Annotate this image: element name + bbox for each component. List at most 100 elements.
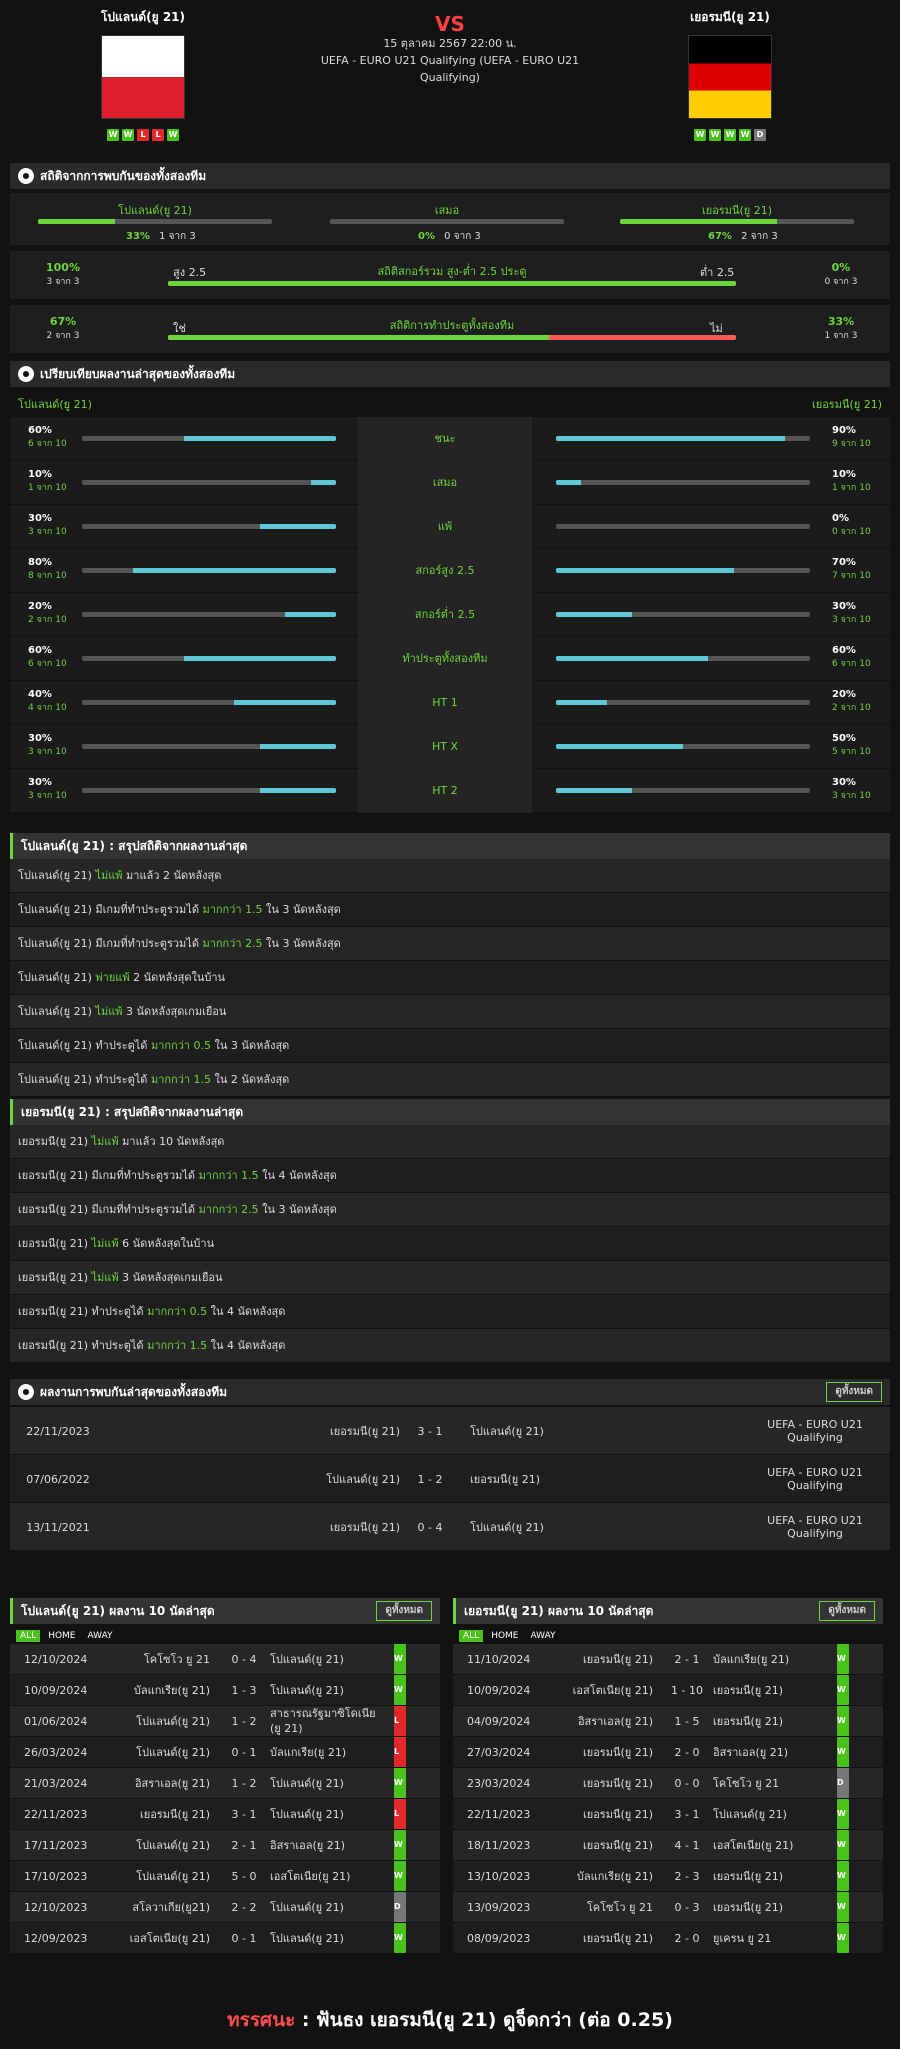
match-home: เอสโตเนีย(ยู 21): [572, 1684, 653, 1697]
away-bar-fill: [556, 568, 734, 573]
h2h-stats-header: สถิติจากการพบกันของทั้งสองทีม: [10, 163, 890, 189]
summary-highlight: ไม่แพ้: [91, 1135, 119, 1148]
compare-label: สกอร์ต่ำ 2.5: [358, 593, 532, 637]
away-count: 5 จาก 10: [832, 747, 871, 757]
compare-home-value: 10% 1 จาก 10: [28, 469, 68, 494]
away-pct: 50%: [832, 733, 856, 744]
compare-label: HT X: [358, 725, 532, 769]
tab-away[interactable]: AWAY: [87, 1631, 113, 1641]
last-match-row[interactable]: 12/09/2023 เอสโตเนีย(ยู 21) 0 - 1 โปแลนด์(ย…: [10, 1923, 440, 1954]
away-tabs: ALL HOME AWAY: [453, 1628, 883, 1644]
match-away: โปแลนด์(ยู 21): [470, 1425, 544, 1438]
away-count: 3 จาก 10: [832, 615, 871, 625]
home-bar: [82, 700, 336, 705]
home-pct: 20%: [28, 601, 52, 612]
home-bar-fill: [183, 656, 336, 661]
last-match-row[interactable]: 23/03/2024 เยอรมนี(ยู 21) 0 - 0 โคโซโว ยู 2…: [453, 1768, 883, 1799]
away-pct: 10%: [832, 469, 856, 480]
match-date: 22/11/2023: [467, 1807, 531, 1821]
compare-away-value: 30% 3 จาก 10: [832, 601, 882, 626]
compare-row: 80% 8 จาก 10 สกอร์สูง 2.5 70% 7 จาก 10: [10, 549, 890, 593]
last-match-row[interactable]: 12/10/2024 โคโซโว ยู 21 0 - 4 โปแลนด์(ยู 21…: [10, 1644, 440, 1675]
match-home: บัลแกเรีย(ยู 21): [133, 1684, 210, 1697]
last-match-row[interactable]: 10/09/2024 บัลแกเรีย(ยู 21) 1 - 3 โปแลนด์(ย…: [10, 1675, 440, 1706]
away-summary-header: เยอรมนี(ยู 21) : สรุปสถิติจากผลงานล่าสุด: [10, 1099, 890, 1125]
match-score: 2 - 0: [674, 1745, 700, 1759]
home-pct: 40%: [28, 689, 52, 700]
compare-away-name: เยอรมนี(ยู 21): [811, 398, 882, 411]
last-match-row[interactable]: 13/10/2023 บัลแกเรีย(ยู 21) 2 - 3 เยอรมนี(ย…: [453, 1861, 883, 1892]
match-date: 10/09/2024: [24, 1683, 88, 1697]
result-cell: W: [837, 1706, 857, 1736]
result-cell: W: [837, 1675, 857, 1705]
match-date: 12/09/2023: [24, 1931, 88, 1945]
last-match-row[interactable]: 13/09/2023 โคโซโว ยู 21 0 - 3 เยอรมนี(ยู 21…: [453, 1892, 883, 1923]
last-match-row[interactable]: 26/03/2024 โปแลนด์(ยู 21) 0 - 1 บัลแกเรีย(ย…: [10, 1737, 440, 1768]
match-date: 26/03/2024: [24, 1745, 88, 1759]
result-badge-W: W: [394, 1830, 406, 1860]
compare-home-value: 30% 3 จาก 10: [28, 733, 68, 758]
h2h-match-row[interactable]: 22/11/2023 เยอรมนี(ยู 21) 3 - 1 โปแลนด์(ยู …: [10, 1407, 890, 1455]
tab-home[interactable]: HOME: [491, 1631, 519, 1641]
btts-yes-pct: 67%: [49, 315, 77, 328]
h2h-match-row[interactable]: 13/11/2021 เยอรมนี(ยู 21) 0 - 4 โปแลนด์(ยู …: [10, 1503, 890, 1551]
btts-no-pct: 33%: [827, 315, 855, 328]
h2h-match-row[interactable]: 07/06/2022 โปแลนด์(ยู 21) 1 - 2 เยอรมนี(ยู …: [10, 1455, 890, 1503]
home-bar: [82, 568, 336, 573]
home-pct: 30%: [28, 777, 52, 788]
last-match-row[interactable]: 18/11/2023 เยอรมนี(ยู 21) 4 - 1 เอสโตเนีย(ย…: [453, 1830, 883, 1861]
summary-highlight: มากกว่า 1.5: [198, 1169, 259, 1182]
home-bar: [82, 480, 336, 485]
home-bar: [82, 788, 336, 793]
germany-flag-icon: [688, 35, 772, 119]
away-view-all-button[interactable]: ดูทั้งหมด: [819, 1601, 875, 1621]
summary-highlight: ไม่แพ้: [95, 869, 123, 882]
view-all-button[interactable]: ดูทั้งหมด: [826, 1382, 882, 1402]
tab-all[interactable]: ALL: [459, 1630, 484, 1642]
last-match-row[interactable]: 04/09/2024 อิสราเอล(ยู 21) 1 - 5 เยอรมนี(ยู…: [453, 1706, 883, 1737]
last-match-row[interactable]: 01/06/2024 โปแลนด์(ยู 21) 1 - 2 สาธารณรัฐมา…: [10, 1706, 440, 1737]
last-match-row[interactable]: 17/10/2023 โปแลนด์(ยู 21) 5 - 0 เอสโตเนีย(ย…: [10, 1861, 440, 1892]
away-win-bar: [620, 219, 854, 224]
match-score: 0 - 4: [231, 1652, 257, 1666]
home-team-name: โปแลนด์(ยู 21): [100, 10, 186, 24]
match-away: โคโซโว ยู 21: [713, 1776, 780, 1790]
last-match-row[interactable]: 10/09/2024 เอสโตเนีย(ยู 21) 1 - 10 เยอรมนี(…: [453, 1675, 883, 1706]
last-match-row[interactable]: 17/11/2023 โปแลนด์(ยู 21) 2 - 1 อิสราเอล(ยู…: [10, 1830, 440, 1861]
away-bar-fill: [556, 744, 683, 749]
summary-highlight: ไม่แพ้: [95, 1005, 123, 1018]
last-match-row[interactable]: 11/10/2024 เยอรมนี(ยู 21) 2 - 1 บัลแกเรีย(ย…: [453, 1644, 883, 1675]
summary-row: เยอรมนี(ยู 21) ทำประตูได้ มากกว่า 1.5 ใน…: [10, 1329, 890, 1363]
match-score: 0 - 1: [231, 1931, 257, 1945]
last-match-row[interactable]: 22/11/2023 เยอรมนี(ยู 21) 3 - 1 โปแลนด์(ยู …: [453, 1799, 883, 1830]
last-match-row[interactable]: 21/03/2024 อิสราเอล(ยู 21) 1 - 2 โปแลนด์(ยู…: [10, 1768, 440, 1799]
tab-home[interactable]: HOME: [48, 1631, 76, 1641]
home-bar: [82, 744, 336, 749]
home-view-all-button[interactable]: ดูทั้งหมด: [376, 1601, 432, 1621]
result-cell: W: [837, 1892, 857, 1922]
home-count: 2 จาก 10: [28, 615, 67, 625]
home-pct: 30%: [28, 513, 52, 524]
last-match-row[interactable]: 12/10/2023 สโลวาเกีย(ยู21) 2 - 2 โปแลนด์(ยู…: [10, 1892, 440, 1923]
last-match-row[interactable]: 08/09/2023 เยอรมนี(ยู 21) 2 - 0 ยูเครน ยู 2…: [453, 1923, 883, 1954]
home-bar-fill: [234, 700, 336, 705]
last-match-row[interactable]: 22/11/2023 เยอรมนี(ยู 21) 3 - 1 โปแลนด์(ยู …: [10, 1799, 440, 1830]
summary-text: โปแลนด์(ยู 21) มีเกมที่ทำประตูรวมได้: [18, 903, 203, 916]
last-match-row[interactable]: 27/03/2024 เยอรมนี(ยู 21) 2 - 0 อิสราเอล(ยู…: [453, 1737, 883, 1768]
match-score: 3 - 1: [231, 1807, 257, 1821]
tab-away[interactable]: AWAY: [530, 1631, 556, 1641]
home-count: 1 จาก 3: [159, 231, 196, 242]
vs-label: VS: [435, 12, 465, 36]
home-bar-fill: [310, 480, 336, 485]
summary-text: ใน 4 นัดหลังสุด: [258, 1169, 337, 1182]
result-badge-W: W: [394, 1861, 406, 1891]
away-last10: เยอรมนี(ยู 21) ผลงาน 10 นัดล่าสุด ดูทั้งห…: [453, 1598, 883, 1954]
away-pct: 60%: [832, 645, 856, 656]
home-count: 6 จาก 10: [28, 439, 67, 449]
compare-home-value: 20% 2 จาก 10: [28, 601, 68, 626]
tab-all[interactable]: ALL: [16, 1630, 41, 1642]
home-pct: 33%: [126, 231, 150, 242]
ou-title: สถิติสกอร์รวม สูง-ต่ำ 2.5 ประตู: [377, 265, 527, 278]
result-cell: D: [394, 1892, 414, 1922]
